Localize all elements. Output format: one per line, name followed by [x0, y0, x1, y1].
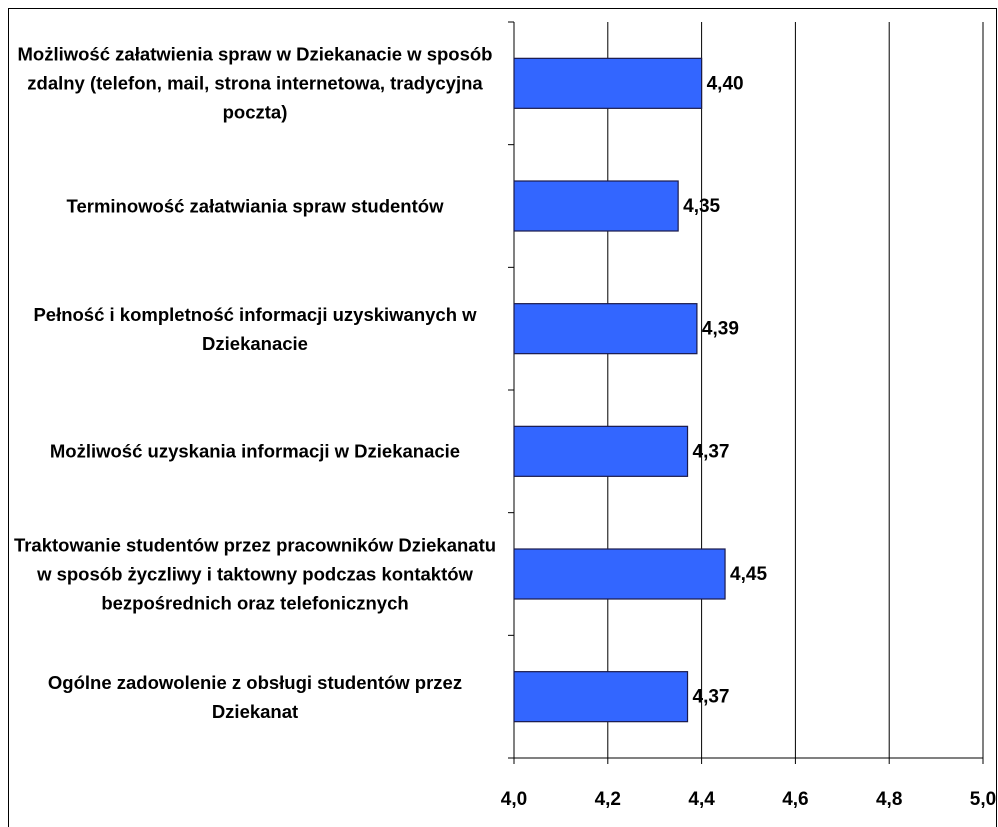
value-label: 4,45: [730, 564, 767, 585]
value-label: 4,37: [693, 687, 730, 708]
chart-border: [8, 8, 997, 827]
x-tick-label: 4,0: [501, 789, 527, 810]
category-label: Możliwość załatwienia spraw w Dziekanaci…: [17, 43, 493, 123]
category-label: Możliwość uzyskania informacji w Dziekan…: [49, 440, 461, 462]
x-tick-label: 4,4: [688, 789, 715, 810]
bar: [513, 425, 689, 477]
bar: [513, 671, 689, 723]
bar: [513, 180, 679, 232]
bar: [513, 303, 698, 355]
x-tick-label: 5,0: [970, 789, 996, 810]
x-tick-label: 4,6: [782, 789, 808, 810]
category-label: Pełność i kompletność informacji uzyskiw…: [33, 303, 477, 354]
category-label: Traktowanie studentów przez pracowników …: [13, 534, 497, 614]
value-label: 4,40: [707, 73, 744, 94]
x-tick-label: 4,8: [876, 789, 902, 810]
value-label: 4,35: [683, 196, 720, 217]
value-label: 4,39: [702, 319, 739, 340]
category-label: Terminowość załatwiania spraw studentów: [66, 195, 444, 217]
bar: [513, 548, 726, 600]
bar: [513, 57, 703, 109]
x-tick-label: 4,2: [595, 789, 621, 810]
value-label: 4,37: [693, 441, 730, 462]
category-label: Ogólne zadowolenie z obsługi studentów p…: [47, 671, 463, 722]
